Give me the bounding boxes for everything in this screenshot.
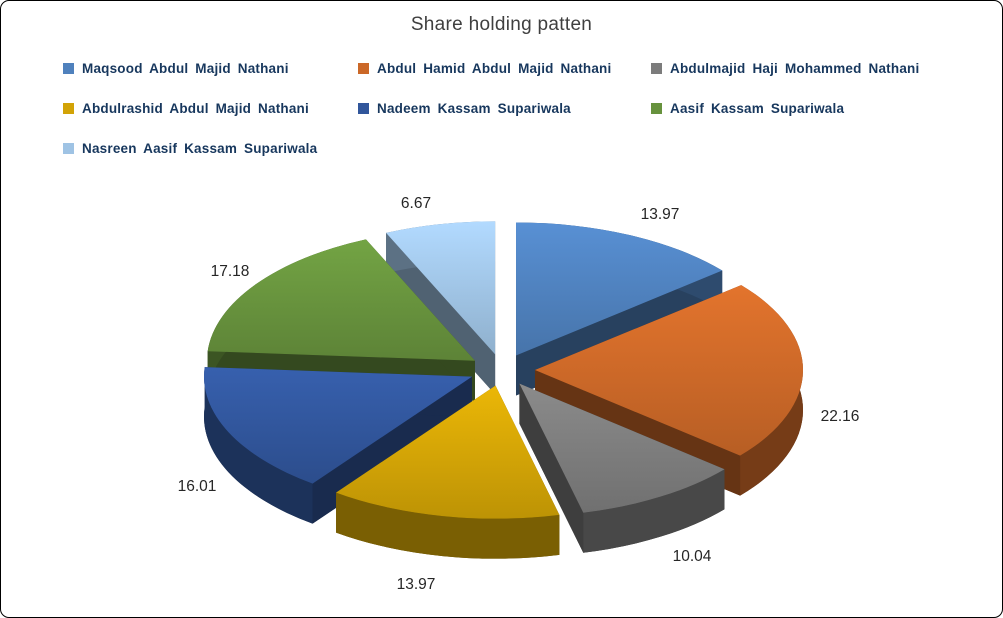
legend-label: Abdulmajid Haji Mohammed Nathani [670,60,920,76]
pie-slice[interactable] [336,385,560,559]
pie-value-label: 17.18 [211,263,250,280]
legend-label: Aasif Kassam Supariwala [670,100,845,116]
pie-slice[interactable] [519,383,725,553]
legend-label: Abdul Hamid Abdul Majid Nathani [377,60,612,76]
legend-label: Nasreen Aasif Kassam Supariwala [82,140,318,156]
legend-swatch-icon [651,102,662,114]
pie-value-label: 22.16 [821,408,860,425]
chart-legend: Maqsood Abdul Majid Nathani Abdul Hamid A… [63,57,919,159]
pie-value-label: 16.01 [178,478,217,495]
legend-item[interactable]: Nasreen Aasif Kassam Supariwala [63,137,358,159]
pie-value-label: 13.97 [641,206,680,223]
legend-label: Abdulrashid Abdul Majid Nathani [82,100,309,116]
legend-label: Nadeem Kassam Supariwala [377,100,571,116]
legend-item[interactable]: Abdulrashid Abdul Majid Nathani [63,97,358,119]
legend-swatch-icon [651,62,662,74]
legend-item[interactable]: Aasif Kassam Supariwala [651,97,919,119]
pie-value-label: 6.67 [401,195,431,212]
legend-item[interactable]: Nadeem Kassam Supariwala [358,97,651,119]
legend-swatch-icon [63,102,74,114]
legend-swatch-icon [63,62,74,74]
legend-swatch-icon [63,142,74,154]
legend-label: Maqsood Abdul Majid Nathani [82,60,289,76]
chart-title: Share holding patten [410,14,593,35]
legend-item[interactable]: Abdulmajid Haji Mohammed Nathani [651,57,919,79]
legend-swatch-icon [358,102,369,114]
legend-swatch-icon [358,62,369,74]
pie-value-label: 13.97 [397,576,436,593]
pie-value-label: 10.04 [673,548,712,565]
legend-item[interactable]: Maqsood Abdul Majid Nathani [63,57,358,79]
legend-item[interactable]: Abdul Hamid Abdul Majid Nathani [358,57,651,79]
